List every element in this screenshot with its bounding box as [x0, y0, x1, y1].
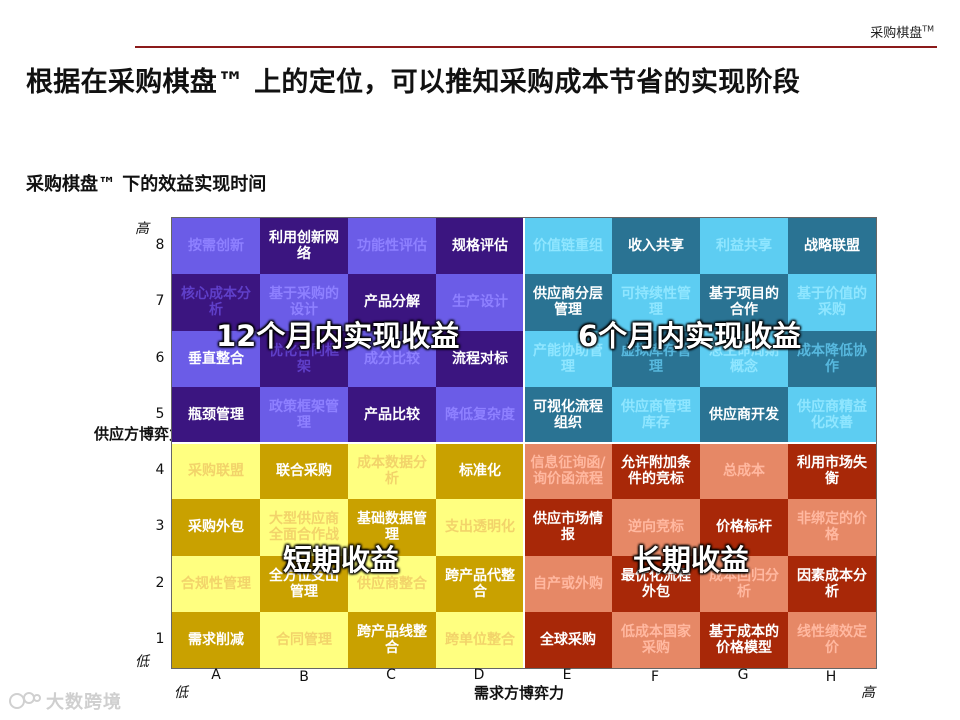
- chessboard-cell: 成分比较: [348, 330, 436, 387]
- x-axis-low: 低: [174, 685, 188, 701]
- column-letter: C: [386, 667, 396, 683]
- purchasing-chessboard-grid: 按需创新 利用创新网络 功能性评估 规格评估 价值链重组 收入共享 利益共享 战略联盟核心成本…: [171, 217, 877, 669]
- row-number: 7: [155, 293, 165, 310]
- quadrant-divider-horizontal: [172, 442, 876, 444]
- watermark: 大数跨境: [8, 688, 122, 714]
- chessboard-cell: 垂直整合: [172, 330, 260, 387]
- chessboard-cell: 自产或外购: [524, 555, 612, 612]
- chessboard-cell: 采购外包: [172, 499, 260, 556]
- chessboard-cell: 收入共享: [612, 218, 700, 275]
- chessboard-cell: 利用市场失衡: [788, 443, 876, 500]
- chessboard-cell: 低成本国家采购: [612, 611, 700, 668]
- quadrant-label-top-left: 12个月内实现收益: [216, 319, 460, 353]
- chessboard-cell: 虚拟库存管理: [612, 330, 700, 387]
- chessboard-cell: 全球采购: [524, 611, 612, 668]
- chessboard-cell: 供应商开发: [700, 386, 788, 443]
- chessboard-cell: 供应商分层管理: [524, 274, 612, 331]
- chessboard-cell: 优化合同框架: [260, 330, 348, 387]
- chessboard-cell: 跨产品线整合: [348, 611, 436, 668]
- column-letter: G: [737, 667, 749, 683]
- quadrant-label-bottom-right: 长期收益: [633, 543, 750, 577]
- chessboard-cell: 标准化: [436, 443, 524, 500]
- row-number: 6: [155, 349, 165, 366]
- chessboard-cell: 基于采购的设计: [260, 274, 348, 331]
- chessboard-cell: 产能协助管理: [524, 330, 612, 387]
- chessboard-cell: 规格评估: [436, 218, 524, 275]
- chessboard-cell: 流程对标: [436, 330, 524, 387]
- chessboard-cell: 支出透明化: [436, 499, 524, 556]
- chessboard-cell: 最优化流程外包: [612, 555, 700, 612]
- chessboard-cell: 降低复杂度: [436, 386, 524, 443]
- header-rule: [135, 46, 937, 48]
- chessboard-cell: 基础数据管理: [348, 499, 436, 556]
- chessboard-cell: 供应商整合: [348, 555, 436, 612]
- header-brand: 采购棋盘TM: [870, 24, 934, 41]
- chessboard-cell: 基于项目的合作: [700, 274, 788, 331]
- y-axis-low: 低: [135, 654, 149, 670]
- quadrant-label-bottom-left: 短期收益: [283, 543, 400, 577]
- chessboard-cell: 大型供应商全面合作战: [260, 499, 348, 556]
- chessboard-cell: 瓶颈管理: [172, 386, 260, 443]
- row-number: 1: [155, 630, 165, 647]
- x-axis-high: 高: [861, 685, 875, 701]
- chessboard-cell: 合规性管理: [172, 555, 260, 612]
- chessboard-cell: 总生命周期概念: [700, 330, 788, 387]
- chessboard-cell: 价格标杆: [700, 499, 788, 556]
- chessboard-cell: 基于成本的价格模型: [700, 611, 788, 668]
- watermark-logo-icon: [9, 692, 41, 709]
- chessboard-cell: 核心成本分析: [172, 274, 260, 331]
- chessboard-cell: 全方位支出管理: [260, 555, 348, 612]
- chessboard-cell: 逆向竞标: [612, 499, 700, 556]
- chessboard-cell: 利益共享: [700, 218, 788, 275]
- chessboard-cell: 供应商精益化改善: [788, 386, 876, 443]
- chessboard-cell: 成本数据分析: [348, 443, 436, 500]
- chessboard-cell: 采购联盟: [172, 443, 260, 500]
- chessboard-cell: 供应商管理库存: [612, 386, 700, 443]
- y-axis-high: 高: [135, 221, 149, 237]
- chessboard-cell: 基于价值的采购: [788, 274, 876, 331]
- chessboard-cell: 可持续性管理: [612, 274, 700, 331]
- chessboard-cell: 按需创新: [172, 218, 260, 275]
- chessboard-cell: 可视化流程组织: [524, 386, 612, 443]
- chessboard-cell: 跨产品代整合: [436, 555, 524, 612]
- chessboard-cell: 供应市场情报: [524, 499, 612, 556]
- chessboard-cell: 利用创新网络: [260, 218, 348, 275]
- chessboard-cell: 产品分解: [348, 274, 436, 331]
- column-letter: E: [562, 667, 572, 683]
- column-letter: H: [825, 669, 837, 685]
- row-number: 4: [155, 462, 165, 478]
- row-number: 3: [155, 518, 165, 535]
- x-axis-title: 需求方博弈力: [474, 684, 565, 702]
- chessboard-cell: 非绑定的价格: [788, 499, 876, 556]
- chessboard-cell: 生产设计: [436, 274, 524, 331]
- chessboard-cell: 价值链重组: [524, 218, 612, 275]
- chessboard-cell: 政策框架管理: [260, 386, 348, 443]
- chessboard-cell: 总成本: [700, 443, 788, 500]
- chessboard-cell: 信息征询函/询价函流程: [524, 443, 612, 500]
- chessboard-cell: 成本回归分析: [700, 555, 788, 612]
- chessboard-cell: 功能性评估: [348, 218, 436, 275]
- row-number: 8: [155, 237, 165, 253]
- column-letter: A: [211, 667, 221, 683]
- chessboard-cell: 线性绩效定价: [788, 611, 876, 668]
- page-title: 根据在采购棋盘™ 上的定位，可以推知采购成本节省的实现阶段: [26, 67, 801, 98]
- chessboard-cell: 合同管理: [260, 611, 348, 668]
- chessboard-cell: 需求削减: [172, 611, 260, 668]
- y-axis-title: 供应方博弈力: [94, 425, 185, 443]
- quadrant-label-top-right: 6个月内实现收益: [578, 319, 802, 353]
- chessboard-cell: 因素成本分析: [788, 555, 876, 612]
- chessboard-cell: 联合采购: [260, 443, 348, 500]
- chart-subtitle: 采购棋盘™ 下的效益实现时间: [26, 174, 267, 195]
- row-number: 5: [155, 405, 165, 422]
- chessboard-cell: 成本降低协作: [788, 330, 876, 387]
- row-number: 2: [155, 574, 165, 591]
- column-letter: F: [650, 669, 660, 685]
- chessboard-cell: 战略联盟: [788, 218, 876, 275]
- column-letter: D: [473, 667, 485, 683]
- chessboard-cell: 跨单位整合: [436, 611, 524, 668]
- chessboard-cell: 产品比较: [348, 386, 436, 443]
- column-letter: B: [299, 669, 309, 685]
- chessboard-cell: 允许附加条件的竞标: [612, 443, 700, 500]
